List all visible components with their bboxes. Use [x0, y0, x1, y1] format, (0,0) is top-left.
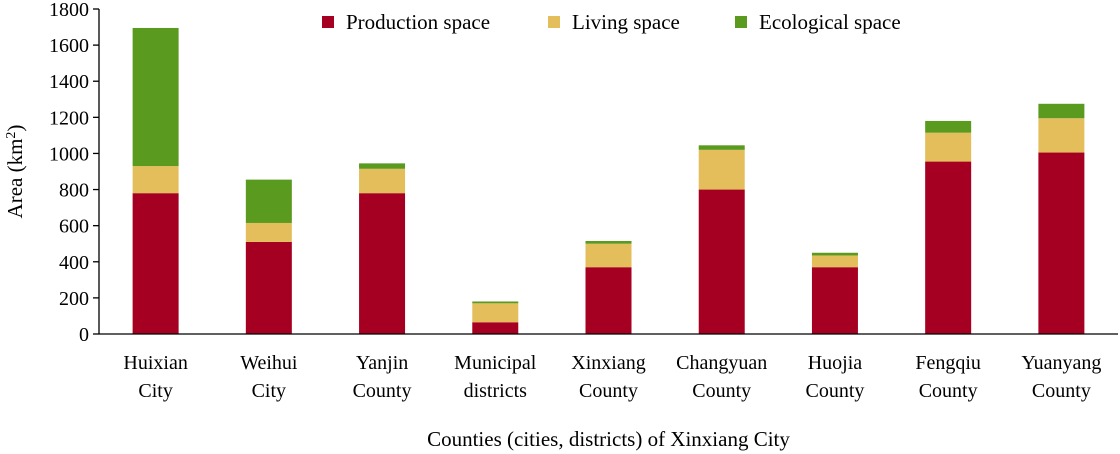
y-tick-label: 1400 — [49, 71, 89, 93]
y-tick-label: 600 — [59, 216, 89, 238]
bar-living-space — [472, 303, 519, 323]
legend-label: Production space — [346, 10, 490, 34]
bar-ecological-space — [245, 179, 292, 223]
y-axis-title-close: ) — [3, 125, 27, 132]
legend-label: Ecological space — [759, 10, 901, 34]
x-category-label: Fengqiu — [915, 352, 981, 374]
x-category-label: Yanjin — [356, 352, 408, 374]
bar-ecological-space — [132, 27, 179, 167]
bar-ecological-space — [1038, 103, 1085, 119]
bar-ecological-space — [585, 241, 632, 244]
x-category-label: City — [252, 380, 286, 402]
bar-living-space — [698, 149, 745, 190]
x-category-label: City — [138, 380, 172, 402]
bar-production-space — [245, 241, 292, 334]
bar-production-space — [811, 267, 858, 334]
x-category-label: County — [805, 380, 864, 402]
bar-production-space — [132, 193, 179, 334]
x-category-label: Yuanyang — [1021, 352, 1101, 374]
legend-swatch — [548, 16, 560, 28]
bar-ecological-space — [472, 301, 519, 304]
y-axis-title: Area (km2) — [3, 125, 27, 219]
bar-ecological-space — [359, 163, 406, 169]
y-ticks-group: 0 200 400 600 800 1000 1200 1400 1600 1800 — [49, 0, 99, 346]
bar-living-space — [1038, 118, 1085, 153]
x-category-label: Huojia — [808, 352, 863, 374]
x-category-label: County — [692, 380, 751, 402]
y-tick-label: 200 — [59, 288, 89, 310]
y-axis-title-main: Area (km — [3, 139, 27, 219]
bars-group — [132, 27, 1085, 334]
bar-living-space — [359, 168, 406, 194]
y-tick-label: 400 — [59, 252, 89, 274]
bar-living-space — [811, 255, 858, 268]
bar-production-space — [585, 267, 632, 334]
y-tick-label: 800 — [59, 180, 89, 202]
legend-swatch — [735, 16, 747, 28]
bar-living-space — [132, 166, 179, 194]
x-axis-title: Counties (cities, districts) of Xinxiang… — [427, 427, 790, 451]
x-category-label: districts — [464, 380, 528, 402]
x-category-label: County — [353, 380, 412, 402]
legend: Production space Living space Ecological s… — [322, 10, 901, 34]
bar-production-space — [698, 189, 745, 334]
x-category-label: County — [579, 380, 638, 402]
x-category-label: Huixian — [123, 352, 187, 374]
bar-ecological-space — [925, 120, 972, 133]
bar-living-space — [585, 243, 632, 268]
x-category-label: Municipal — [454, 352, 537, 374]
plot-area: 0 200 400 600 800 1000 1200 1400 1600 1800 Huixia… — [49, 0, 1118, 402]
x-category-label: Changyuan — [676, 352, 767, 374]
y-tick-label: 0 — [79, 324, 89, 346]
x-category-labels: Huixian City Weihui City Yanjin County Municip… — [123, 352, 1101, 402]
legend-label: Living space — [572, 10, 680, 34]
bar-living-space — [925, 132, 972, 162]
y-tick-label: 1800 — [49, 0, 89, 21]
bar-living-space — [245, 222, 292, 242]
y-tick-label: 1600 — [49, 35, 89, 57]
legend-swatch — [322, 16, 334, 28]
bar-production-space — [925, 161, 972, 334]
x-category-label: County — [919, 380, 978, 402]
y-tick-label: 1000 — [49, 143, 89, 165]
bar-ecological-space — [698, 145, 745, 150]
y-tick-label: 1200 — [49, 107, 89, 129]
bar-ecological-space — [811, 252, 858, 256]
bar-production-space — [472, 322, 519, 334]
x-category-label: Weihui — [240, 352, 298, 374]
bar-production-space — [1038, 152, 1085, 334]
x-category-label: County — [1032, 380, 1091, 402]
y-axis-title-sup: 2 — [4, 132, 19, 139]
bar-production-space — [359, 193, 406, 334]
x-category-label: Xinxiang — [571, 352, 645, 374]
